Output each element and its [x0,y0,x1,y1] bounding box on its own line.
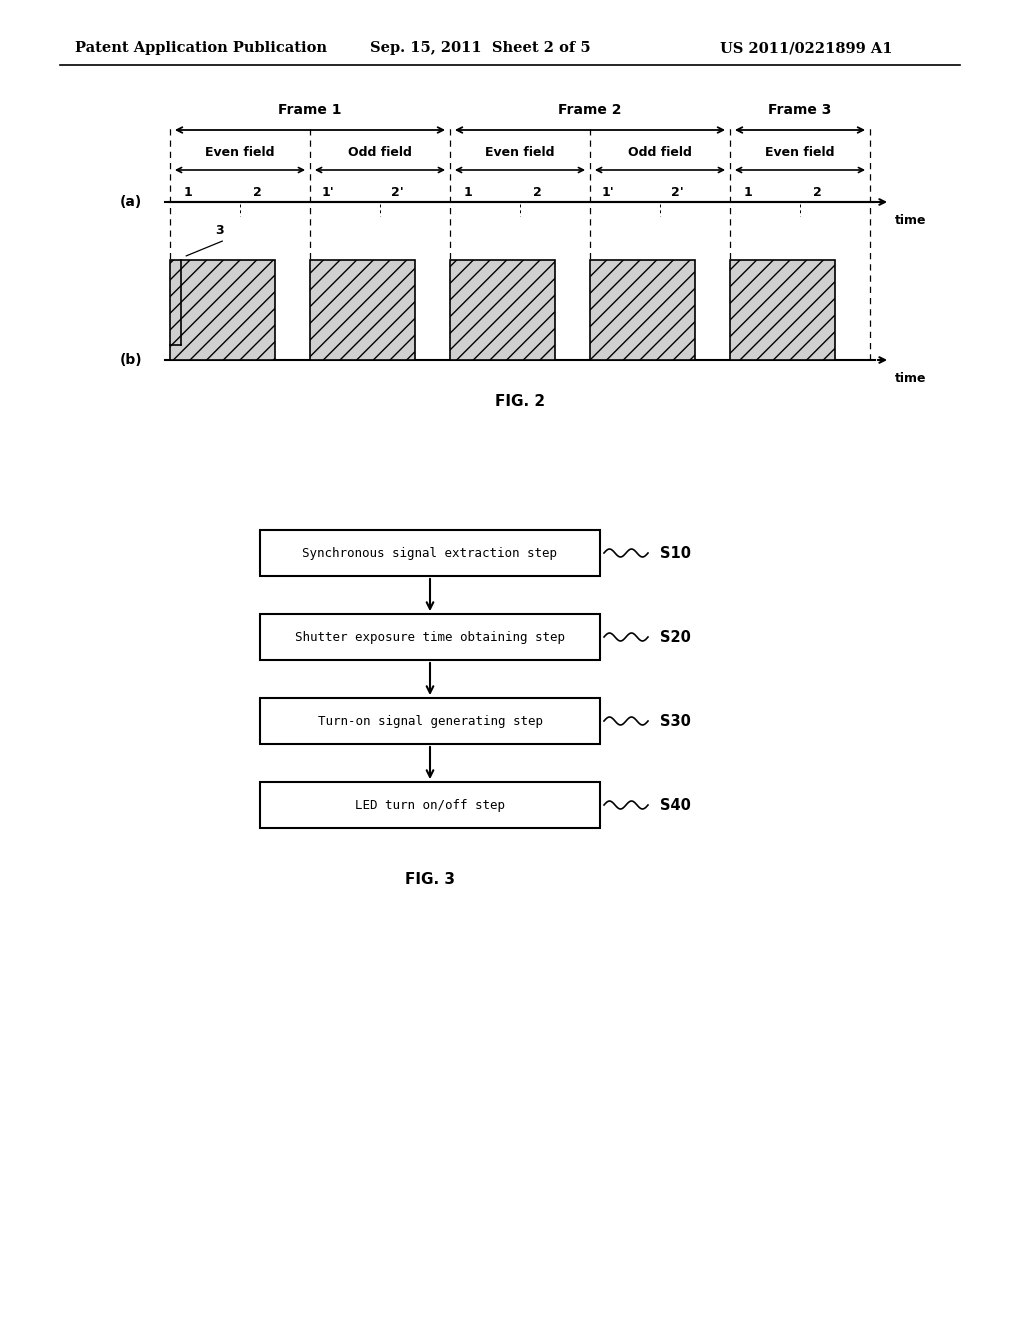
Text: 1: 1 [183,186,191,198]
Text: S20: S20 [660,630,691,644]
Text: Frame 2: Frame 2 [558,103,622,117]
Text: 1': 1' [322,186,334,198]
Text: LED turn on/off step: LED turn on/off step [355,799,505,812]
Text: Odd field: Odd field [628,145,692,158]
Bar [450,260,555,360]
Text: 3: 3 [216,223,224,236]
Text: Shutter exposure time obtaining step: Shutter exposure time obtaining step [295,631,565,644]
Text: Frame 3: Frame 3 [768,103,831,117]
Text: 2': 2' [391,186,403,198]
Text: Even field: Even field [485,145,555,158]
Text: (a): (a) [120,195,142,209]
Text: time: time [895,371,927,384]
Bar [260,781,600,828]
Bar [260,614,600,660]
Text: S10: S10 [660,545,691,561]
Text: Frame 1: Frame 1 [279,103,342,117]
Bar [260,531,600,576]
Text: 2': 2' [671,186,684,198]
Text: 2: 2 [253,186,262,198]
Text: Turn-on signal generating step: Turn-on signal generating step [317,714,543,727]
Text: Even field: Even field [765,145,835,158]
Text: Sep. 15, 2011  Sheet 2 of 5: Sep. 15, 2011 Sheet 2 of 5 [370,41,591,55]
Bar [310,260,415,360]
Text: Synchronous signal extraction step: Synchronous signal extraction step [302,546,557,560]
Text: 1': 1' [601,186,613,198]
Text: Patent Application Publication: Patent Application Publication [75,41,327,55]
Text: US 2011/0221899 A1: US 2011/0221899 A1 [720,41,893,55]
Text: Even field: Even field [205,145,274,158]
Text: FIG. 2: FIG. 2 [495,395,545,409]
Text: 1: 1 [743,186,752,198]
Text: S40: S40 [660,797,691,813]
Text: S30: S30 [660,714,691,729]
Text: 1: 1 [463,186,472,198]
Text: time: time [895,214,927,227]
Text: 2: 2 [534,186,542,198]
Text: 2: 2 [813,186,822,198]
Bar [260,698,600,744]
Text: (b): (b) [120,352,142,367]
Text: FIG. 3: FIG. 3 [406,873,455,887]
Bar [730,260,835,360]
Bar [590,260,695,360]
Text: Odd field: Odd field [348,145,412,158]
Bar [170,260,275,360]
